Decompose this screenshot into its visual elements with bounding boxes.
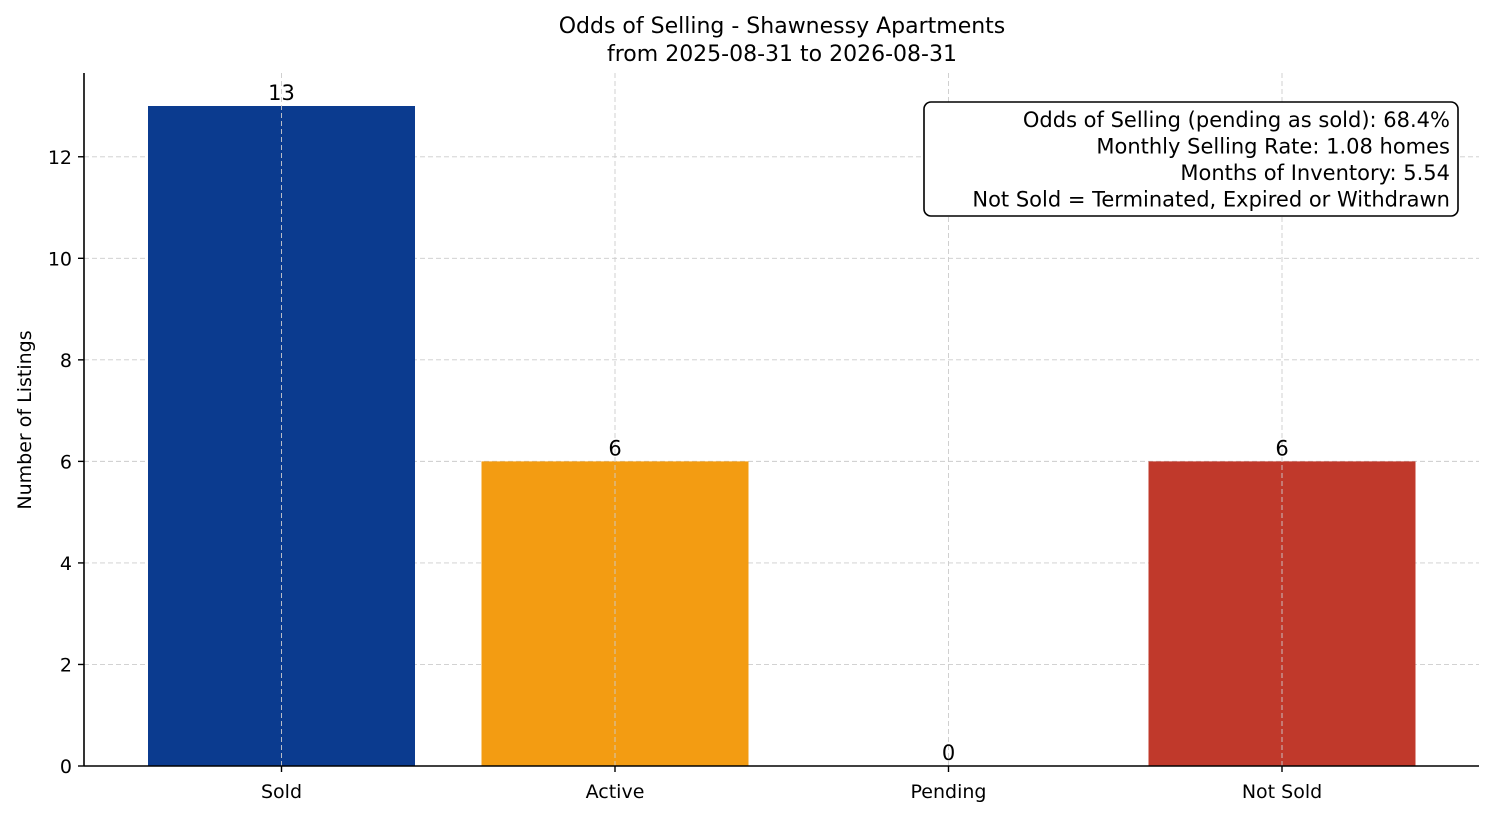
x-tick-label: Active (586, 781, 645, 803)
info-box-line: Months of Inventory: 5.54 (1180, 161, 1450, 185)
x-tick-label: Sold (261, 781, 302, 803)
info-box-frame (923, 101, 1459, 217)
chart-title: Odds of Selling - Shawnessy Apartments (559, 14, 1006, 39)
y-tick-label: 12 (48, 147, 72, 169)
bar-value-label: 6 (1275, 436, 1288, 460)
bar-value-label: 6 (608, 436, 621, 460)
x-tick-label: Not Sold (1242, 781, 1322, 803)
axes-layer: 0 2 4 6 8 10 12 Sold Active Pending Not Sold (48, 73, 1479, 803)
x-tick-label: Pending (911, 781, 987, 803)
data-labels-layer: 13 6 0 6 (268, 81, 1289, 765)
y-axis-label: Number of Listings (14, 330, 36, 509)
info-box-line: Not Sold = Terminated, Expired or Withdr… (972, 188, 1450, 212)
y-tick-label: 10 (48, 248, 72, 270)
bar-value-label: 0 (942, 741, 955, 765)
y-tick-label: 6 (60, 451, 72, 473)
info-box-line: Monthly Selling Rate: 1.08 homes (1096, 135, 1450, 159)
y-tick-label: 2 (60, 654, 72, 676)
y-tick-label: 4 (60, 553, 72, 575)
info-box-line: Odds of Selling (pending as sold): 68.4% (1023, 108, 1450, 132)
y-tick-label: 0 (60, 756, 72, 778)
bar-value-label: 13 (268, 81, 295, 105)
chart-subtitle: from 2025-08-31 to 2026-08-31 (607, 42, 957, 67)
y-tick-label: 8 (60, 350, 72, 372)
info-box: Odds of Selling (pending as sold): 68.4%… (923, 101, 1459, 217)
